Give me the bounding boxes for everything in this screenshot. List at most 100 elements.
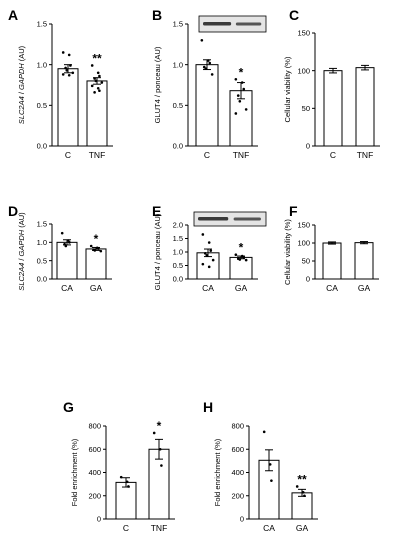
- y-axis-title: Cellular viability (%): [283, 219, 292, 285]
- y-tick-label: 1.5: [37, 220, 47, 229]
- y-tick-label: 50: [302, 104, 310, 113]
- data-point: [68, 241, 71, 244]
- y-tick-label: 600: [88, 445, 101, 454]
- panel-a: A 0.0 0.5 1.0 1.5 SLC2A4 / GAPDH (AU) C TNF **: [8, 7, 113, 160]
- blot-band: [233, 217, 261, 221]
- bar-c: [195, 64, 219, 147]
- western-blot-image: [193, 211, 267, 227]
- y-tick-label: 400: [88, 468, 101, 477]
- data-point: [96, 71, 100, 75]
- data-point: [242, 87, 246, 91]
- x-tick-label: TNF: [151, 523, 168, 533]
- bar-ga: [229, 256, 253, 280]
- panel-e: E 0.0 0.5 1.0 1.5 2.0 GLUT4 / ponceau (AU) CA GA…: [152, 203, 267, 293]
- data-point: [206, 59, 210, 62]
- data-point: [203, 252, 207, 255]
- bar-c: [323, 70, 343, 147]
- data-point: [98, 74, 101, 78]
- bar-ca: [56, 241, 78, 280]
- y-tick-label: 800: [231, 422, 244, 431]
- data-point: [158, 447, 162, 451]
- panel-letter: A: [8, 7, 18, 23]
- data-point: [98, 89, 101, 92]
- panel-letter: E: [152, 203, 161, 219]
- panel-letter: D: [8, 203, 18, 219]
- x-tick-label: CA: [263, 523, 275, 533]
- bar-tnf: [355, 67, 375, 147]
- y-tick-label: 0.0: [173, 275, 183, 284]
- significance-marker: *: [94, 232, 99, 246]
- data-point: [244, 108, 248, 111]
- panel-letter: B: [152, 7, 162, 23]
- data-point: [234, 78, 238, 81]
- x-tick-label: GA: [296, 523, 309, 533]
- data-point: [236, 94, 240, 97]
- bar-c: [115, 481, 137, 520]
- data-point: [201, 262, 205, 266]
- blot-band: [203, 22, 232, 26]
- y-axis-title: SLC2A4 / GAPDH (AU): [17, 212, 26, 291]
- x-tick-label: GA: [358, 283, 371, 293]
- data-point: [242, 256, 246, 259]
- panel-letter: G: [63, 399, 74, 415]
- y-tick-label: 100: [297, 66, 310, 75]
- y-tick-label: 0: [306, 142, 310, 151]
- data-point: [238, 99, 242, 103]
- x-tick-label: C: [65, 150, 71, 160]
- data-point: [65, 69, 69, 72]
- y-axis-title: GLUT4 / ponceau (AU): [153, 213, 162, 290]
- x-tick-label: CA: [61, 283, 73, 293]
- bar-ga: [85, 248, 107, 280]
- blot-band: [198, 217, 229, 221]
- data-point: [204, 67, 208, 71]
- data-point: [71, 71, 75, 75]
- data-point: [268, 463, 272, 466]
- data-point: [262, 430, 266, 434]
- data-point: [238, 258, 242, 261]
- y-tick-label: 150: [297, 221, 310, 230]
- bar-c: [57, 68, 79, 147]
- y-tick-label: 1.0: [37, 238, 47, 247]
- y-tick-label: 600: [231, 445, 244, 454]
- data-point: [210, 73, 214, 76]
- x-tick-label: GA: [90, 283, 103, 293]
- data-point: [94, 79, 98, 83]
- y-tick-label: 50: [302, 257, 310, 266]
- data-point: [201, 233, 205, 236]
- y-tick-label: 1.5: [37, 20, 47, 29]
- data-point: [202, 65, 206, 69]
- x-tick-label: C: [330, 150, 336, 160]
- panel-f: F 0 50 100 150 Cellular viability (%) CA GA: [283, 203, 379, 293]
- panel-h: H 0 200 400 600 800 Fold enrichment (%) CA GA **: [203, 399, 318, 533]
- data-point: [125, 480, 129, 484]
- x-tick-label: C: [123, 523, 129, 533]
- data-point: [61, 51, 65, 54]
- panel-letter: C: [289, 7, 299, 23]
- data-point: [207, 241, 211, 244]
- y-tick-label: 0.0: [173, 142, 183, 151]
- y-tick-label: 0.0: [37, 142, 47, 151]
- bar-tnf: [148, 448, 170, 520]
- data-point: [90, 64, 94, 67]
- data-point: [207, 265, 211, 269]
- panel-g: G 0 200 400 600 800 Fold enrichment (%) C TNF *: [63, 399, 175, 533]
- x-tick-label: CA: [202, 283, 214, 293]
- y-axis-title: Fold enrichment (%): [70, 438, 79, 506]
- x-tick-label: TNF: [357, 150, 374, 160]
- panel-b: B 0.0 0.5 1.0 1.5 GLUT4 / ponceau (AU) C TNF *: [152, 7, 267, 160]
- data-point: [209, 249, 213, 252]
- significance-marker: *: [157, 419, 162, 433]
- y-tick-label: 200: [231, 491, 244, 500]
- y-axis-title: Fold enrichment (%): [213, 438, 222, 506]
- y-tick-label: 800: [88, 422, 101, 431]
- data-point: [160, 464, 163, 467]
- x-tick-label: TNF: [89, 150, 106, 160]
- data-point: [64, 66, 67, 70]
- bar-ga: [354, 242, 374, 280]
- y-tick-label: 1.5: [173, 20, 183, 29]
- y-tick-label: 0: [97, 515, 101, 524]
- data-point: [200, 38, 204, 42]
- y-tick-label: 0.5: [37, 256, 47, 265]
- x-tick-label: C: [204, 150, 210, 160]
- data-point: [240, 81, 244, 84]
